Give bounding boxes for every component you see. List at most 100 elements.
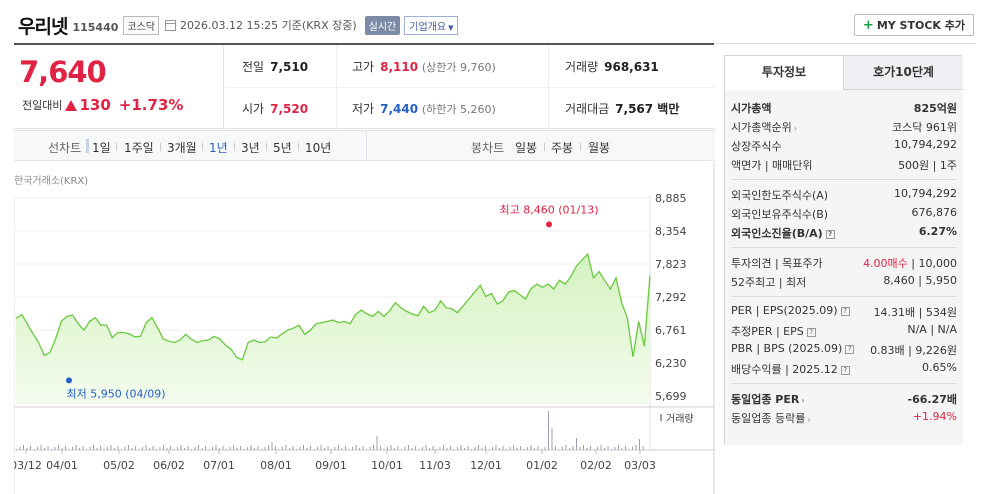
invest-row: 외국인한도주식수(A) 10,794,292 <box>731 187 957 206</box>
volume-bar <box>334 447 336 450</box>
candle-monthly[interactable]: 월봉 <box>588 141 611 155</box>
period-1y[interactable]: 1년 <box>209 141 228 155</box>
volume-bar <box>138 449 140 450</box>
invest-row-value: 676,876 <box>911 206 958 219</box>
period-5y[interactable]: 5년 <box>273 141 292 155</box>
invest-row: 외국인보유주식수(B) 676,876 <box>731 206 957 225</box>
help-icon[interactable]: ? <box>825 229 835 239</box>
invest-row: PBR | BPS (2025.09)? 0.83배 | 9,226원 <box>731 342 957 361</box>
invest-row-value: 14.31배 | 534원 <box>873 306 957 319</box>
tab-invest-info[interactable]: 투자정보 <box>725 56 844 90</box>
volume-bar <box>471 449 472 450</box>
volume-bar <box>184 448 185 450</box>
volume-bar <box>82 446 84 450</box>
volume-bar <box>320 445 322 450</box>
candle-chart-label: 봉차트 <box>471 141 505 155</box>
help-icon[interactable]: ? <box>840 306 850 316</box>
high-label: 최고 8,460 (01/13) <box>499 203 598 216</box>
invest-row-label[interactable]: 시가총액순위 › <box>731 121 797 134</box>
volume-bar <box>460 445 462 450</box>
volume-bar <box>159 447 161 450</box>
candle-daily[interactable]: 일봉 <box>515 141 538 155</box>
volume-bar <box>215 445 217 450</box>
volume-bar <box>534 448 535 450</box>
volume-bar <box>257 446 259 450</box>
volume-bar <box>422 447 423 450</box>
volume-bar <box>145 445 147 450</box>
period-1w[interactable]: 1주일 <box>124 141 154 155</box>
mystock-add-button[interactable]: + MY STOCK 추가 <box>853 14 974 36</box>
low-label: 저가 <box>352 102 375 116</box>
divider <box>160 143 161 151</box>
volume-bar <box>345 446 346 450</box>
volume-bar <box>61 448 63 450</box>
invest-row-value: 10,794,292 <box>894 138 957 151</box>
volume-bar <box>236 448 238 450</box>
prev-value: 7,510 <box>270 60 309 74</box>
help-icon[interactable]: ? <box>845 344 855 354</box>
volume-bar <box>170 446 171 450</box>
help-icon[interactable]: ? <box>840 365 850 375</box>
invest-row-label[interactable]: 동일업종 등락률 › <box>731 412 811 425</box>
volume-bar <box>219 448 220 450</box>
invest-row-label[interactable]: 동일업종 PER › <box>731 393 805 406</box>
volume-bar <box>579 447 581 450</box>
period-3m[interactable]: 3개월 <box>167 141 197 155</box>
volume-bar <box>177 447 178 450</box>
invest-row-value: 825억원 <box>913 102 957 115</box>
stock-code: 115440 <box>72 20 119 34</box>
volume-bar <box>86 449 87 450</box>
volume-bar <box>243 449 245 450</box>
volume-bar <box>642 446 644 450</box>
invest-row-value: 4.00매수 | 10,000 <box>863 255 957 271</box>
volume-bar <box>597 447 598 450</box>
period-1d[interactable]: 1일 <box>92 141 111 155</box>
volume-bar <box>23 445 24 450</box>
volume-bar <box>628 449 630 450</box>
current-price: 7,640 <box>19 55 107 89</box>
y-tick-label: 6,761 <box>655 324 687 337</box>
volume-bar <box>72 447 73 450</box>
volume-bar <box>544 447 546 450</box>
volume-bar <box>548 411 549 450</box>
volume-bar <box>222 446 224 450</box>
help-icon[interactable]: ? <box>806 327 816 337</box>
volume-bar <box>152 446 154 450</box>
tab-orderbook[interactable]: 호가10단계 <box>844 56 963 90</box>
volume-bar <box>611 449 612 450</box>
volume-bar <box>226 449 227 450</box>
volume-bar <box>250 445 252 450</box>
volume-bar <box>541 449 542 450</box>
volume-bar <box>355 445 357 450</box>
volume-bar <box>40 445 42 450</box>
price-chart[interactable]: 한국거래소(KRX) 8,885 8,354 7,823 7,292 6,761 6,23… <box>14 162 715 494</box>
volume-bar <box>590 446 591 450</box>
divider <box>731 383 957 384</box>
volume-bar <box>121 449 122 450</box>
amount-value: 7,567 백만 <box>615 102 680 116</box>
volume-bar <box>593 449 595 450</box>
period-10y[interactable]: 10년 <box>305 141 332 155</box>
volume-bar <box>37 447 38 450</box>
volume-bar <box>131 448 133 450</box>
volume-bar <box>635 445 637 450</box>
volume-bar <box>194 447 196 450</box>
x-tick-label: 03/12 <box>14 459 42 472</box>
y-tick-label: 6,230 <box>655 357 687 370</box>
invest-row-value: -66.27배 <box>907 393 957 406</box>
volume-bar <box>54 447 56 450</box>
invest-info-body: 시가총액 825억원 시가총액순위 › 코스닥 961위 상장주식수 10,794,292 액… <box>725 90 963 445</box>
volume-bar <box>187 446 189 450</box>
divider <box>731 296 957 297</box>
market-badge: 코스닥 <box>123 15 159 35</box>
chart-toolbar: 선차트 1일 1주일 3개월 1년 3년 5년 10년 봉차트 일봉 주봉 월봉 <box>14 130 715 162</box>
realtime-badge[interactable]: 실시간 <box>364 15 401 35</box>
chevron-right-icon: › <box>801 396 805 405</box>
invest-row: 동일업종 등락률 › +1.94% <box>731 410 957 429</box>
period-3y[interactable]: 3년 <box>241 141 260 155</box>
divider <box>714 43 976 44</box>
volume-bar <box>604 448 605 450</box>
company-info-button[interactable]: 기업개요 ▼ <box>404 15 459 35</box>
candle-weekly[interactable]: 주봉 <box>551 141 574 155</box>
volume-bar <box>418 449 420 450</box>
